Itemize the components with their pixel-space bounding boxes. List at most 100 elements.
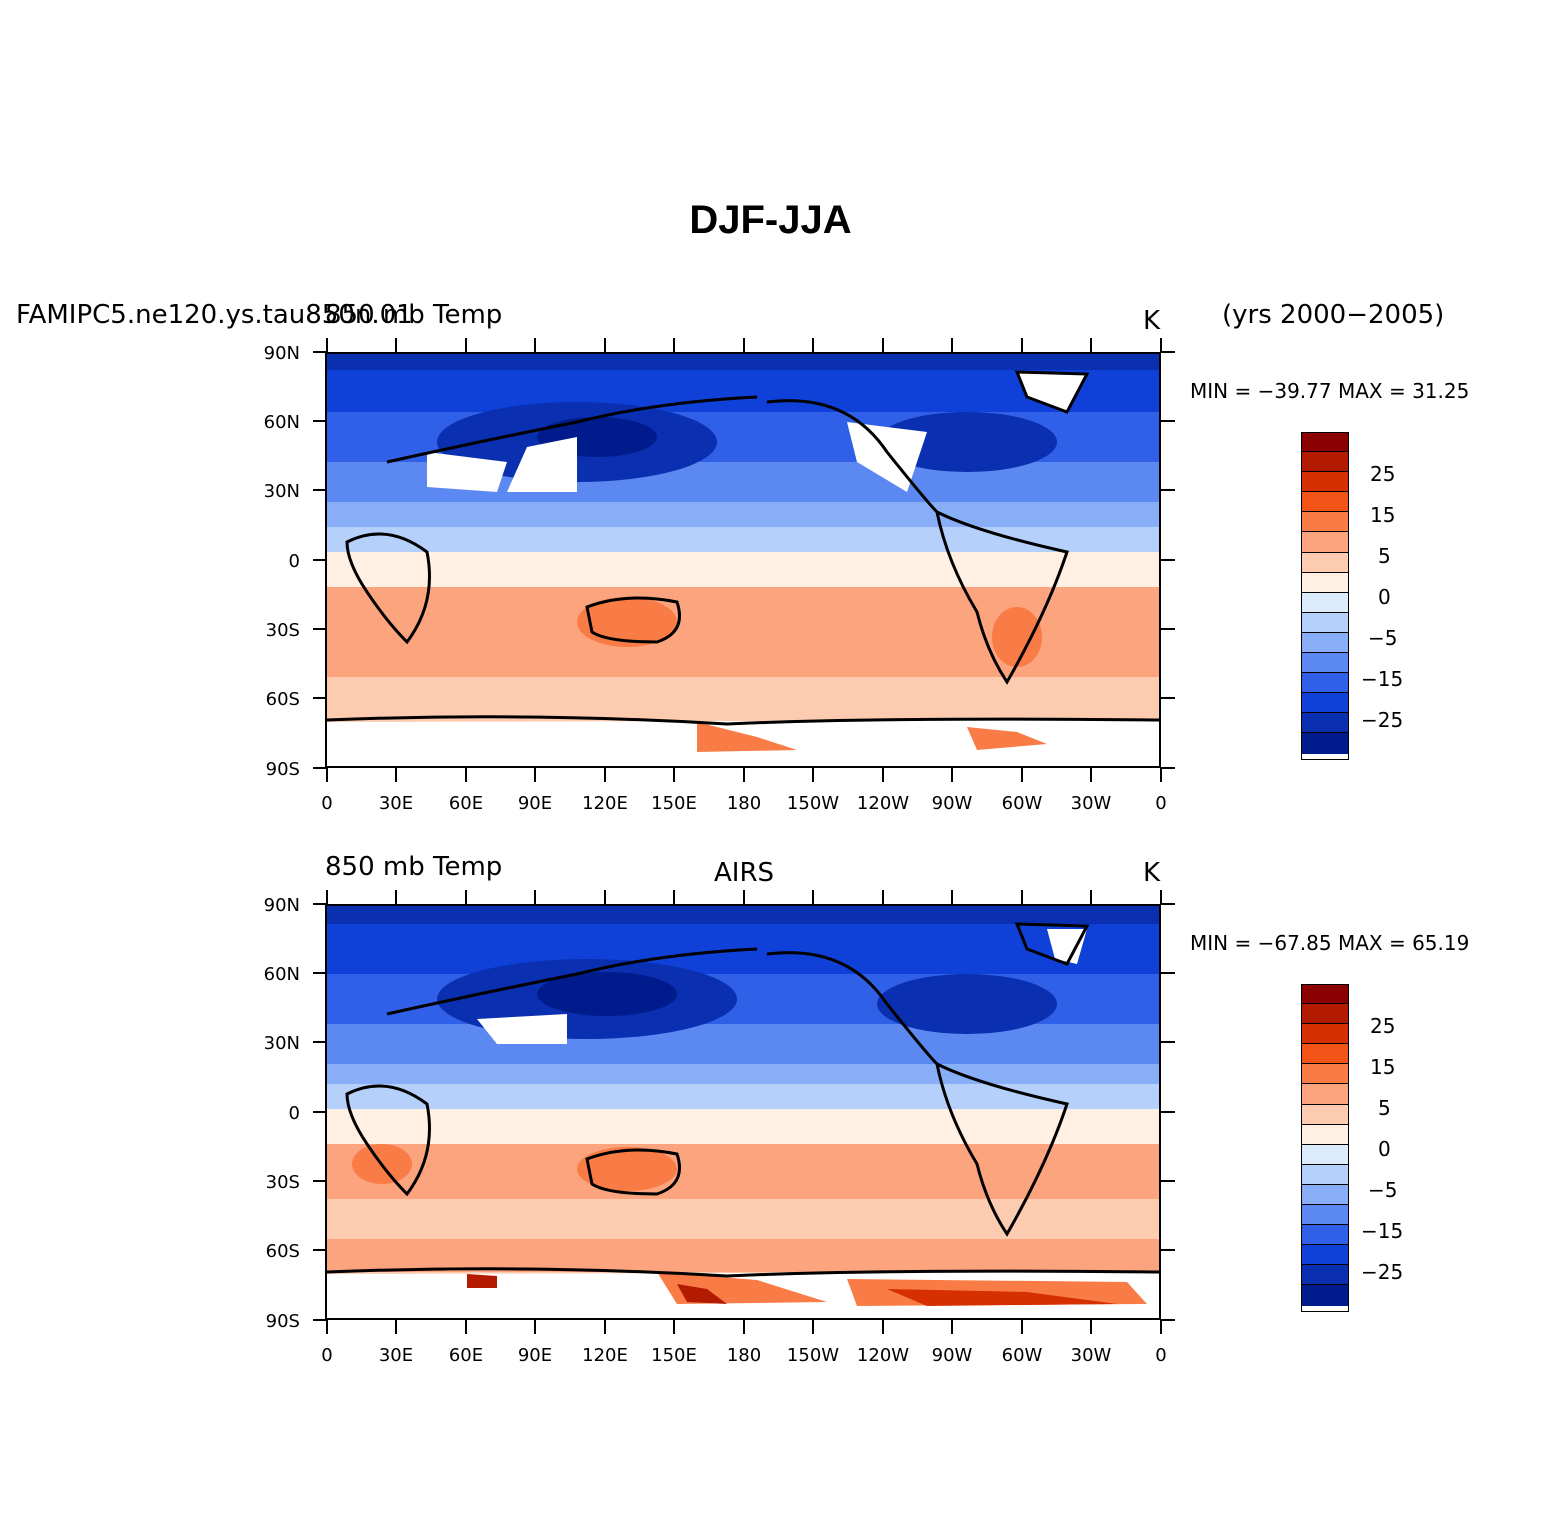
colorbar-swatch xyxy=(1301,492,1349,513)
panel1-colorbar-label: −25 xyxy=(1361,708,1404,732)
p1-lon-tick: 90W xyxy=(932,793,973,814)
panel2-colorbar-label: 25 xyxy=(1370,1014,1396,1038)
p2-lon-tick: 0 xyxy=(321,1345,332,1366)
colorbar-swatch xyxy=(1301,1245,1349,1266)
panel1-temperature-field xyxy=(327,352,1161,768)
p2-lat-tick: 90N xyxy=(264,895,300,916)
panel1-colorbar-label: −15 xyxy=(1361,667,1404,691)
panel2-units: K xyxy=(1143,858,1161,888)
p1-lon-tick: 150W xyxy=(787,793,839,814)
colorbar-swatch xyxy=(1301,1024,1349,1045)
colorbar-swatch xyxy=(1301,1084,1349,1105)
panel2-center-title: AIRS xyxy=(714,858,775,888)
p2-lat-tick: 90S xyxy=(266,1311,300,1332)
colorbar-swatch xyxy=(1301,693,1349,714)
colorbar-swatch xyxy=(1301,653,1349,674)
p1-lat-tick: 30S xyxy=(266,620,300,641)
p2-lon-tick: 180 xyxy=(727,1345,761,1366)
panel1-center-title: 850 mb Temp xyxy=(325,300,503,330)
colorbar-swatch xyxy=(1301,1225,1349,1246)
p2-lon-tick: 120E xyxy=(582,1345,628,1366)
colorbar-swatch xyxy=(1301,472,1349,493)
panel2-temperature-field xyxy=(327,904,1161,1320)
panel2-colorbar-frame xyxy=(1301,984,1349,1312)
colorbar-swatch xyxy=(1301,1205,1349,1226)
p2-lon-tick: 60W xyxy=(1002,1345,1043,1366)
colorbar-swatch xyxy=(1301,552,1349,573)
p2-lon-tick: 150E xyxy=(651,1345,697,1366)
panel1-colorbar-label: −5 xyxy=(1368,626,1398,650)
colorbar-swatch xyxy=(1301,1064,1349,1085)
colorbar-swatch xyxy=(1301,673,1349,694)
colorbar-swatch xyxy=(1301,532,1349,553)
colorbar-swatch xyxy=(1301,452,1349,473)
p2-lat-tick: 30N xyxy=(264,1033,300,1054)
p2-lon-tick: 30W xyxy=(1071,1345,1112,1366)
panel2-colorbar xyxy=(1301,984,1349,1306)
panel1-colorbar-frame xyxy=(1301,432,1349,760)
p2-lon-tick: 120W xyxy=(857,1345,909,1366)
p1-lat-tick: 90S xyxy=(266,759,300,780)
p2-lon-tick: 150W xyxy=(787,1345,839,1366)
colorbar-swatch xyxy=(1301,572,1349,593)
p2-lon-tick: 30E xyxy=(379,1345,413,1366)
p1-lon-tick: 120E xyxy=(582,793,628,814)
p2-lon-tick: 0 xyxy=(1155,1345,1166,1366)
panel1-map xyxy=(327,352,1161,768)
colorbar-swatch xyxy=(1301,1144,1349,1165)
panel2-colorbar-label: 5 xyxy=(1378,1096,1391,1120)
panel1-min-max: MIN = −39.77 MAX = 31.25 xyxy=(1190,379,1470,403)
p2-lat-tick: 60N xyxy=(264,964,300,985)
p1-lon-tick: 60W xyxy=(1002,793,1043,814)
panel1-colorbar-label: 5 xyxy=(1378,544,1391,568)
panel2-left-title: 850 mb Temp xyxy=(325,852,503,882)
p1-lat-tick: 90N xyxy=(264,343,300,364)
p1-lon-tick: 0 xyxy=(321,793,332,814)
panel1-colorbar-label: 15 xyxy=(1370,503,1396,527)
colorbar-swatch xyxy=(1301,1184,1349,1206)
p1-lon-tick: 90E xyxy=(518,793,552,814)
p1-lon-tick: 120W xyxy=(857,793,909,814)
colorbar-swatch xyxy=(1301,984,1349,1005)
colorbar-swatch xyxy=(1301,1044,1349,1065)
panel2-colorbar-label: 15 xyxy=(1370,1055,1396,1079)
p2-lat-tick: 60S xyxy=(266,1241,300,1262)
panel1-colorbar xyxy=(1301,432,1349,754)
panel2-colorbar-label: −15 xyxy=(1361,1219,1404,1243)
panel2-min-max: MIN = −67.85 MAX = 65.19 xyxy=(1190,931,1470,955)
p1-lat-tick: 30N xyxy=(264,481,300,502)
panel1-units: K xyxy=(1143,306,1161,336)
colorbar-swatch xyxy=(1301,1164,1349,1185)
colorbar-swatch xyxy=(1301,733,1349,754)
p2-lat-tick: 30S xyxy=(266,1172,300,1193)
p1-lon-tick: 0 xyxy=(1155,793,1166,814)
colorbar-swatch xyxy=(1301,713,1349,734)
colorbar-swatch xyxy=(1301,432,1349,453)
p1-lon-tick: 60E xyxy=(449,793,483,814)
colorbar-swatch xyxy=(1301,1285,1349,1306)
colorbar-swatch xyxy=(1301,1265,1349,1286)
colorbar-swatch xyxy=(1301,632,1349,654)
panel1-colorbar-label: 0 xyxy=(1378,585,1391,609)
p1-lat-tick: 60S xyxy=(266,689,300,710)
panel1-left-title: FAMIPC5.ne120.ys.tau850n.01 xyxy=(16,300,413,330)
panel2-frame xyxy=(325,904,1161,1320)
p2-lon-tick: 60E xyxy=(449,1345,483,1366)
p1-lon-tick: 150E xyxy=(651,793,697,814)
p1-lon-tick: 30E xyxy=(379,793,413,814)
p1-lon-tick: 180 xyxy=(727,793,761,814)
colorbar-swatch xyxy=(1301,1004,1349,1025)
panel2-map xyxy=(327,904,1161,1320)
panel1-frame xyxy=(325,352,1161,768)
panel1-years: (yrs 2000−2005) xyxy=(1222,300,1445,330)
p1-lat-tick: 60N xyxy=(264,412,300,433)
colorbar-swatch xyxy=(1301,512,1349,533)
p1-lon-tick: 30W xyxy=(1071,793,1112,814)
p2-lon-tick: 90E xyxy=(518,1345,552,1366)
p2-lat-tick: 0 xyxy=(289,1103,300,1124)
colorbar-swatch xyxy=(1301,592,1349,613)
colorbar-swatch xyxy=(1301,612,1349,633)
panel2-colorbar-label: −5 xyxy=(1368,1178,1398,1202)
panel2-colorbar-label: −25 xyxy=(1361,1260,1404,1284)
p1-lat-tick: 0 xyxy=(289,551,300,572)
